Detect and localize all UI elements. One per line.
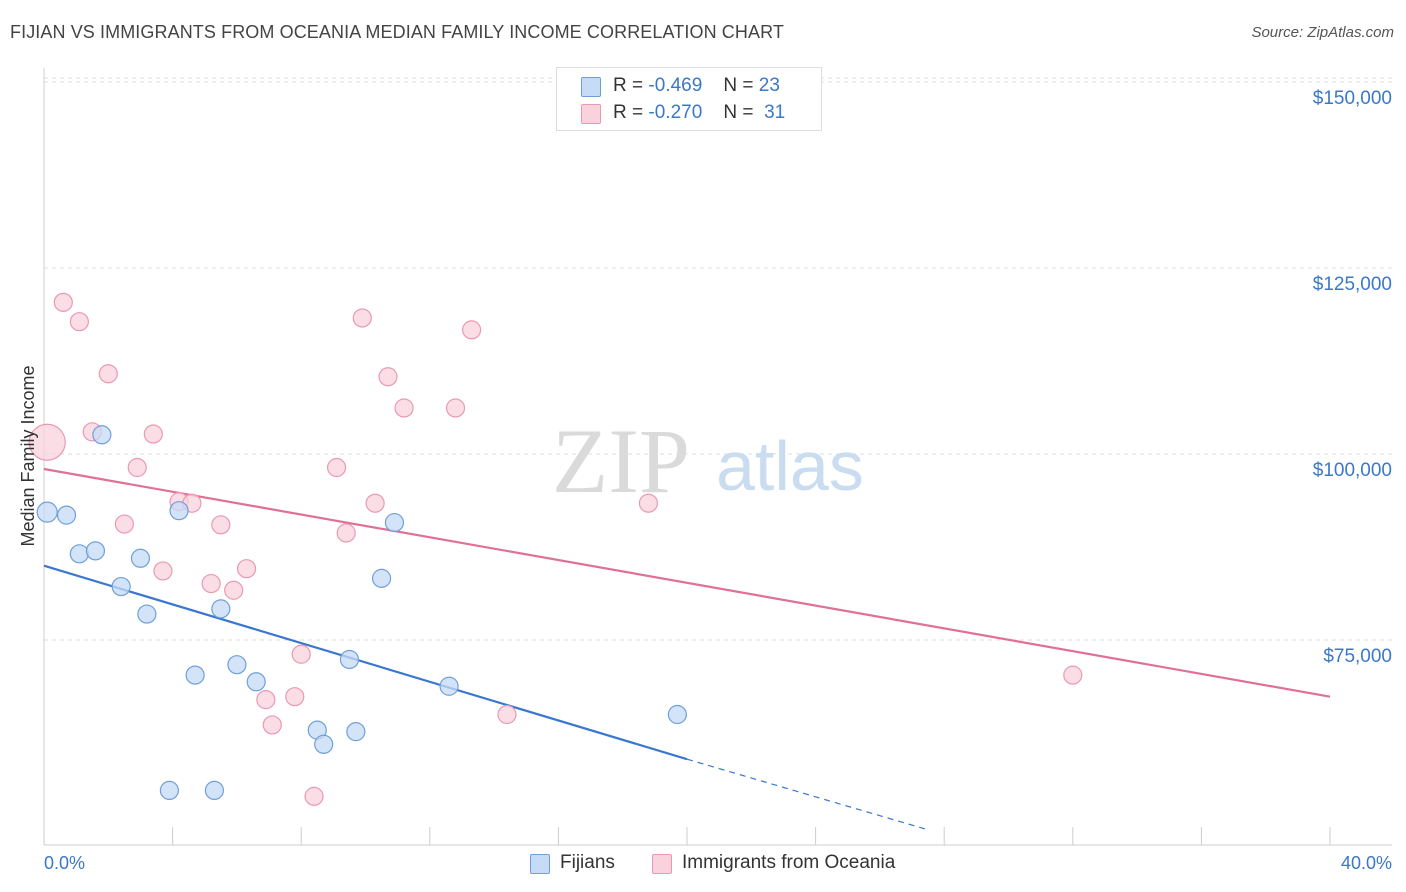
point-oceania [143, 424, 163, 444]
point-fijians [36, 501, 58, 523]
legend-swatch-oceania [581, 104, 601, 124]
y-tick-label: $125,000 [1313, 274, 1392, 295]
point-oceania [28, 423, 66, 461]
point-fijians [371, 568, 392, 588]
chart-title: FIJIAN VS IMMIGRANTS FROM OCEANIA MEDIAN… [10, 22, 784, 42]
bottom-legend-label-fijians: Fijians [560, 852, 615, 873]
legend-n-value-fijians: 23 [758, 75, 780, 96]
point-oceania [326, 457, 347, 478]
point-fijians [92, 425, 112, 445]
point-fijians [130, 548, 151, 568]
point-fijians [339, 649, 360, 670]
point-oceania [285, 687, 305, 707]
point-oceania [336, 523, 356, 543]
point-oceania [445, 398, 466, 418]
y-tick-label: $100,000 [1313, 460, 1392, 481]
point-oceania [352, 308, 372, 328]
point-oceania [378, 367, 398, 387]
trend-line-fijians-extension [686, 758, 929, 831]
point-oceania [365, 493, 385, 513]
point-oceania [98, 364, 118, 384]
bottom-legend-swatch-oceania [652, 854, 672, 874]
trend-line-oceania [43, 467, 1331, 698]
point-fijians [211, 599, 231, 619]
data-points [28, 292, 1083, 806]
x-tick-label-max: 40.0% [1341, 853, 1392, 873]
point-oceania [224, 580, 244, 600]
point-oceania [497, 704, 517, 725]
x-ticks [43, 827, 1331, 845]
point-oceania [262, 715, 282, 735]
point-oceania [236, 559, 257, 579]
point-fijians [111, 576, 131, 597]
point-fijians [85, 541, 106, 561]
y-axis-label: Median Family Income [18, 365, 38, 546]
point-oceania [304, 786, 324, 806]
point-oceania [201, 573, 221, 594]
trend-lines [43, 467, 1331, 831]
point-fijians [185, 665, 205, 685]
point-fijians [204, 780, 224, 801]
legend-r-label: R = [613, 102, 644, 123]
x-tick-label-min: 0.0% [44, 853, 85, 873]
point-oceania [114, 514, 134, 534]
point-fijians [169, 501, 189, 521]
correlation-legend: R = -0.469 N = 23 R = -0.270 N = 31 [556, 67, 822, 131]
point-oceania [1063, 665, 1083, 685]
point-fijians [56, 505, 77, 525]
legend-swatch-fijians [581, 77, 601, 97]
point-fijians [667, 704, 687, 725]
y-tick-labels: $75,000 $100,000 $125,000 $150,000 [1313, 88, 1392, 667]
legend-n-label: N = [723, 102, 754, 123]
legend-r-label: R = [613, 75, 644, 96]
point-oceania [256, 690, 276, 710]
point-fijians [384, 512, 405, 533]
point-fijians [439, 676, 459, 696]
point-oceania [211, 515, 231, 535]
trend-line-fijians [43, 564, 688, 761]
point-oceania [461, 320, 482, 340]
point-oceania [394, 398, 414, 418]
point-fijians [314, 734, 334, 754]
point-oceania [127, 457, 147, 478]
y-tick-label: $150,000 [1313, 88, 1392, 109]
point-fijians [246, 672, 266, 692]
legend-n-value-oceania: 31 [764, 102, 786, 123]
point-oceania [638, 493, 659, 513]
point-oceania [153, 561, 173, 581]
point-fijians [227, 655, 247, 675]
point-fijians [69, 544, 89, 564]
y-tick-label: $75,000 [1323, 646, 1392, 667]
bottom-legend-label-oceania: Immigrants from Oceania [682, 852, 896, 873]
legend-r-value-fijians: -0.469 [648, 75, 703, 96]
watermark-zip: ZIP [552, 410, 690, 512]
point-fijians [159, 780, 179, 801]
legend-r-value-oceania: -0.270 [648, 102, 703, 123]
grid-lines [44, 77, 1392, 641]
legend-n-label: N = [723, 75, 754, 96]
point-fijians [137, 604, 157, 624]
point-oceania [69, 312, 89, 332]
bottom-legend-swatch-fijians [530, 854, 550, 874]
point-fijians [346, 722, 366, 742]
point-oceania [291, 644, 311, 664]
source-label: Source: ZipAtlas.com [1251, 24, 1394, 41]
point-oceania [53, 292, 73, 312]
watermark-atlas: atlas [716, 427, 864, 505]
